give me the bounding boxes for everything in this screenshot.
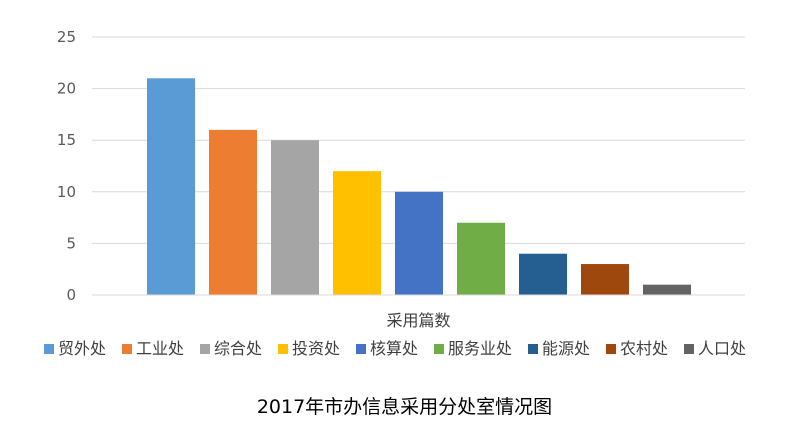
legend: 贸外处 工业处 综合处 投资处 核算处 服务业处 能源处 农村处 人口处 [44,339,746,358]
x-axis-label: 采用篇数 [386,311,450,330]
bar-7 [519,253,567,295]
gridlines [92,36,745,244]
bar-chart: 0 5 10 15 20 25 采用篇数 贸外处 工业处 综合处 投资处 核算处 服务业处 能源处 农村… [44,28,746,358]
legend-swatch [200,344,210,354]
legend-label: 综合处 [214,339,262,358]
legend-swatch [356,344,366,354]
bar-3 [271,140,319,295]
bar-4 [333,171,381,295]
y-tick-label: 20 [57,80,76,98]
legend-label: 农村处 [620,339,668,358]
bars [147,78,691,295]
bar-1 [147,78,195,295]
legend-label: 贸外处 [58,339,106,358]
legend-swatch [606,344,616,354]
legend-swatch [684,344,694,354]
legend-label: 能源处 [542,339,590,358]
bar-6 [457,222,505,295]
legend-swatch [278,344,288,354]
legend-label: 核算处 [370,339,418,358]
y-tick-label: 10 [57,183,76,201]
legend-label: 工业处 [136,339,184,358]
legend-label: 人口处 [698,339,746,358]
y-tick-label: 25 [57,28,76,46]
bar-9 [643,284,691,295]
y-tick-label: 5 [66,234,76,252]
legend-label: 投资处 [292,339,340,358]
bar-2 [209,129,257,295]
bar-5 [395,191,443,295]
legend-swatch [434,344,444,354]
y-axis-ticks: 0 5 10 15 20 25 [57,28,76,304]
legend-swatch [122,344,132,354]
bar-8 [581,264,629,295]
legend-swatch [528,344,538,354]
legend-label: 服务业处 [448,339,512,358]
chart-caption: 2017年市办信息采用分处室情况图 [256,396,553,418]
y-tick-label: 15 [57,131,76,149]
y-tick-label: 0 [66,286,76,304]
legend-swatch [44,344,54,354]
